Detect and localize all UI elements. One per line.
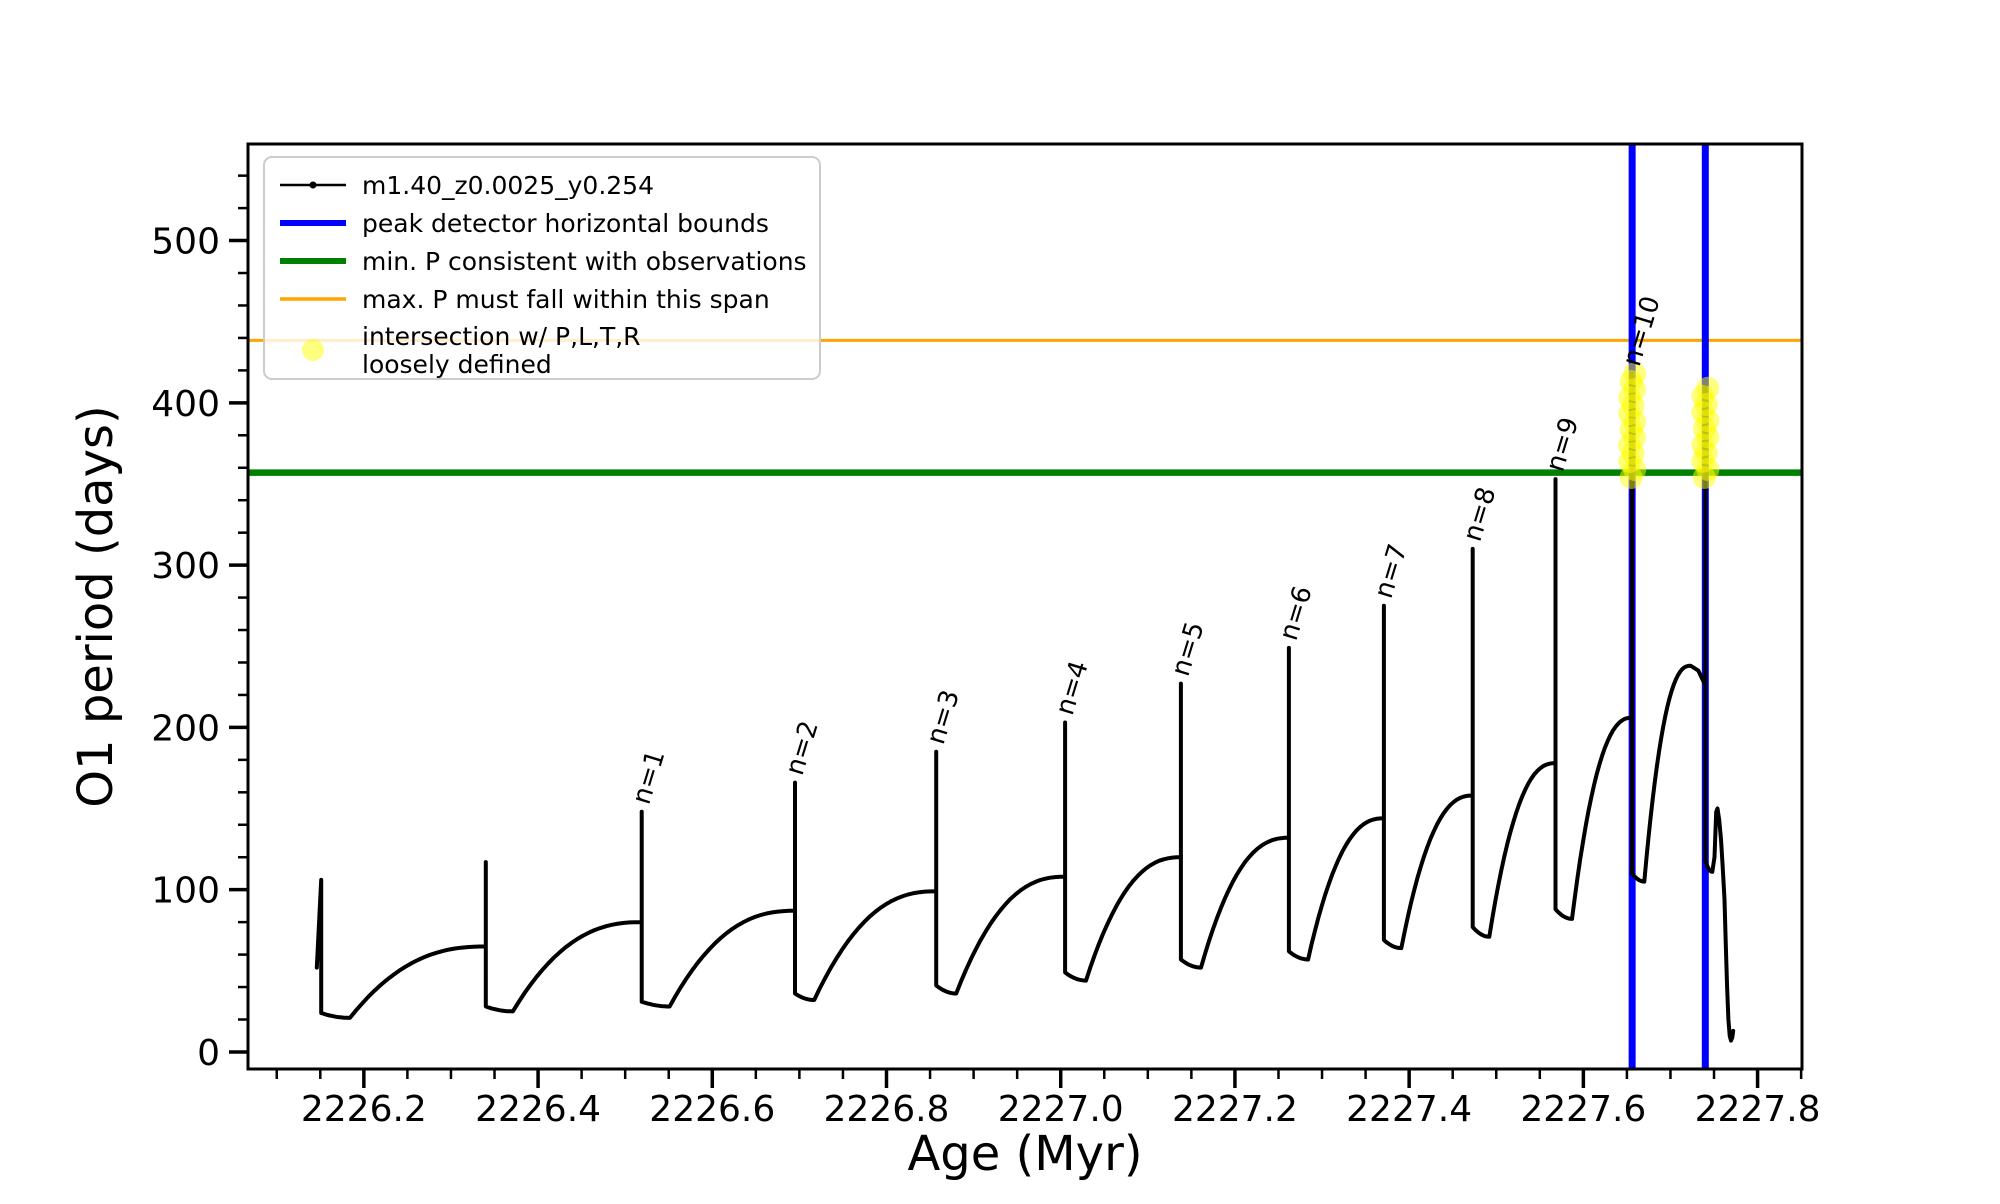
x-tick-label: 2227.2 [1172, 1089, 1298, 1130]
legend-entry-intersection: intersection w/ P,L,T,R loosely defined [302, 322, 641, 379]
spike-n-label: n=2 [780, 717, 825, 778]
legend-entry-max-P: max. P must fall within this span [280, 285, 770, 314]
spike-n-label: n=5 [1166, 618, 1211, 679]
x-tick-label: 2227.6 [1520, 1089, 1646, 1130]
legend-box [263, 156, 821, 380]
x-tick-label: 2227.0 [998, 1089, 1124, 1130]
x-tick-label: 2226.8 [824, 1089, 950, 1130]
x-tick-label: 2226.2 [301, 1089, 427, 1130]
spike-n-label: n=4 [1050, 657, 1095, 718]
spike-n-label: n=1 [627, 747, 672, 808]
y-tick-label: 100 [151, 871, 220, 912]
y-tick-label: 400 [151, 384, 220, 425]
spike-n-label: n=3 [921, 687, 966, 748]
y-tick-label: 0 [197, 1033, 220, 1074]
legend-entry-min-P: min. P consistent with observations [280, 247, 807, 276]
y-tick-label: 500 [151, 222, 220, 263]
series-curve [314, 371, 1736, 1043]
ticks-layer: 2226.2 2226.4 2226.6 2226.8 2227.0 2227.2 2227… [151, 174, 1821, 1130]
legend-entry-series: m1.40_z0.0025_y0.254 [280, 171, 654, 200]
y-tick-label: 300 [151, 546, 220, 587]
x-tick-label: 2227.4 [1346, 1089, 1472, 1130]
legend-label: peak detector horizontal bounds [362, 209, 769, 238]
axes-box [246, 142, 1804, 1071]
spike-n-label: n=6 [1274, 583, 1319, 644]
spike-n-label: n=7 [1369, 541, 1414, 602]
intersection-marker [1623, 362, 1647, 386]
legend-label-line2: loosely defined [362, 350, 552, 379]
series-dot-sample [309, 181, 317, 189]
legend-label: max. P must fall within this span [362, 285, 770, 314]
spike-n-label: n=8 [1458, 484, 1503, 545]
legend-label-line1: intersection w/ P,L,T,R [362, 322, 641, 351]
y-tick-label: 200 [151, 708, 220, 749]
x-axis-label: Age (Myr) [907, 1126, 1142, 1182]
intersection-marker [1696, 376, 1720, 400]
spike-n-label: n=10 [1617, 293, 1667, 370]
intersection-markers-layer [1618, 362, 1720, 489]
legend-label: min. P consistent with observations [362, 247, 807, 276]
legend-label: m1.40_z0.0025_y0.254 [362, 171, 654, 200]
y-axis-label: O1 period (days) [68, 405, 124, 808]
legend-entry-peak-bounds: peak detector horizontal bounds [280, 209, 769, 238]
spike-n-label: n=9 [1540, 414, 1585, 475]
x-tick-label: 2226.4 [475, 1089, 601, 1130]
x-tick-label: 2227.8 [1695, 1089, 1821, 1130]
intersection-marker-sample [302, 339, 324, 361]
x-tick-label: 2226.6 [649, 1089, 775, 1130]
legend: m1.40_z0.0025_y0.254 peak detector horiz… [263, 156, 821, 380]
